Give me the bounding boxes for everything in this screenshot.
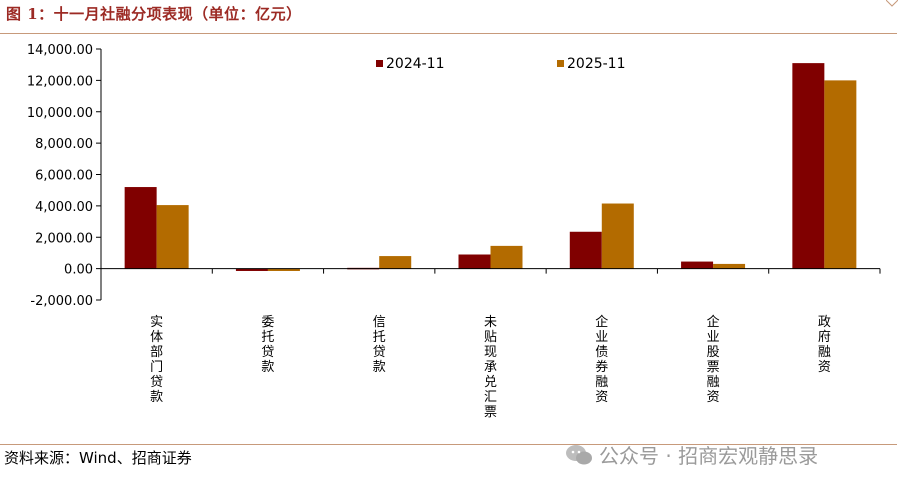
y-tick-label: 12,000.00	[27, 74, 93, 89]
y-tick-label: -2,000.00	[30, 294, 93, 309]
bar-2025	[601, 203, 634, 269]
watermark: 公众号 · 招商宏观静思录	[565, 440, 818, 469]
x-axis: 实体部门贷款 委托贷款 信托贷款 未贴现承兑汇票 企业债券融资 企业股票融资 政府融资	[100, 268, 881, 420]
bar-2024	[792, 63, 825, 269]
legend-label: 2025-11	[567, 56, 626, 72]
legend-label: 2024-11	[386, 56, 445, 72]
bar-2024	[458, 254, 491, 269]
y-tick-label: 10,000.00	[27, 106, 93, 121]
bar-2025	[490, 245, 523, 269]
wechat-icon	[566, 444, 592, 464]
y-tick-label: 6,000.00	[35, 169, 93, 184]
corner-mark-icon	[886, 0, 898, 7]
category-label: 未贴现承兑汇票	[484, 315, 497, 420]
y-tick-label: 14,000.00	[27, 43, 93, 58]
category-label: 委托贷款	[261, 315, 274, 375]
legend-swatch	[376, 60, 383, 67]
bar-2025	[267, 268, 300, 271]
category-label: 信托贷款	[373, 315, 386, 375]
watermark-text: 公众号 · 招商宏观静思录	[599, 444, 819, 468]
bar-2024	[569, 231, 602, 269]
bar-2025	[379, 256, 412, 269]
legend-swatch	[557, 60, 564, 67]
bar-chart: 14,000.00 12,000.00 10,000.00 8,000.00 6,000…	[27, 43, 881, 420]
bar-2024	[235, 268, 268, 271]
legend: 2024-11 2025-11	[376, 56, 626, 72]
chart-title: 图 1：十一月社融分项表现（单位：亿元）	[6, 5, 302, 23]
y-tick-label: 8,000.00	[35, 137, 93, 152]
top-rule	[0, 33, 897, 34]
bar-2025	[824, 80, 857, 269]
y-axis: 14,000.00 12,000.00 10,000.00 8,000.00 6,000…	[27, 43, 102, 309]
category-label: 企业股票融资	[707, 314, 720, 405]
y-tick-label: 2,000.00	[35, 231, 93, 246]
bar-2025	[713, 263, 746, 269]
category-label: 企业债券融资	[595, 314, 608, 405]
bar-2024	[124, 187, 157, 269]
y-tick-label: 0.00	[64, 263, 93, 278]
category-label: 政府融资	[818, 315, 831, 375]
bar-2025	[156, 205, 189, 269]
category-label: 实体部门贷款	[150, 315, 163, 405]
bar-2024	[681, 261, 714, 269]
source-note: 资料来源：Wind、招商证券	[4, 449, 192, 467]
bottom-rule	[0, 444, 897, 445]
bars	[124, 63, 857, 271]
y-tick-label: 4,000.00	[35, 200, 93, 215]
